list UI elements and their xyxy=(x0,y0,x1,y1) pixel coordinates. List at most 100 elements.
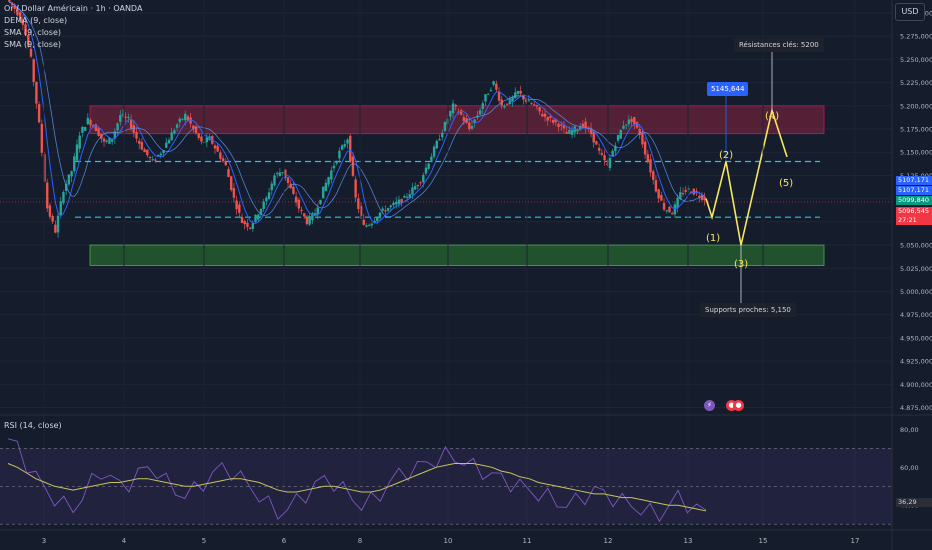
symbol-title: Or / Dollar Américain · 1h · OANDA xyxy=(4,4,143,13)
candle-body xyxy=(173,130,176,134)
candle-body xyxy=(470,126,474,129)
candle-body xyxy=(251,223,255,229)
candle-body xyxy=(403,195,406,198)
candle-body xyxy=(184,113,187,121)
candle-body xyxy=(562,125,566,129)
candle-body xyxy=(70,171,73,177)
flag-event-icon[interactable]: ● xyxy=(726,400,737,411)
resistance-zone[interactable] xyxy=(89,105,825,135)
candle-body xyxy=(614,145,617,152)
candle-body xyxy=(37,104,41,123)
candle-body xyxy=(570,130,574,135)
y-tick-label: 5.200,000 xyxy=(900,102,932,110)
candle-body xyxy=(698,196,701,198)
candle-body xyxy=(300,209,303,211)
price-tag-last: 5096,545 xyxy=(896,207,932,216)
candle-body xyxy=(221,158,225,162)
indicator-legend-dema[interactable]: DEMA (9, close) xyxy=(4,16,68,25)
candle-body xyxy=(156,154,160,157)
candle-body xyxy=(224,161,227,166)
candle-body xyxy=(97,128,100,136)
resistance-annotation[interactable]: Résistances clés: 5200 xyxy=(734,38,824,52)
candle-body xyxy=(235,200,238,210)
candle-body xyxy=(451,103,455,114)
x-tick-label: 12 xyxy=(604,537,613,545)
candle-body xyxy=(589,127,593,135)
candle-body xyxy=(48,205,52,217)
candle-body xyxy=(110,139,114,142)
indicator-legend-sma-1[interactable]: SMA (9, close) xyxy=(4,28,62,37)
candle-body xyxy=(362,219,365,225)
candle-body xyxy=(435,140,439,149)
sma-line[interactable] xyxy=(9,1,705,224)
candle-body xyxy=(670,213,674,215)
candle-body xyxy=(219,152,222,159)
candle-body xyxy=(54,224,57,233)
candle-body xyxy=(278,172,282,177)
candle-body xyxy=(335,161,338,164)
candle-body xyxy=(468,122,471,129)
candle-body xyxy=(660,195,663,201)
candle-body xyxy=(419,182,422,184)
candle-body xyxy=(700,194,704,200)
candle-body xyxy=(102,138,106,142)
candle-body xyxy=(405,196,409,198)
candle-body xyxy=(132,125,136,133)
wave-label-5: (5) xyxy=(779,178,794,189)
x-tick-label: 13 xyxy=(684,537,693,545)
rsi-ma-line[interactable] xyxy=(7,463,707,512)
candle-body xyxy=(408,194,411,198)
candle-body xyxy=(354,179,357,198)
rsi-line[interactable] xyxy=(7,438,707,523)
candle-body xyxy=(646,154,650,163)
candle-body xyxy=(554,119,558,123)
candle-body xyxy=(24,24,27,35)
candle-body xyxy=(89,119,92,126)
candle-body xyxy=(449,110,452,117)
support-zone[interactable] xyxy=(89,244,825,266)
support-annotation[interactable]: Supports proches: 5,150 xyxy=(700,303,796,317)
price-tag-sma: 5107,171 xyxy=(896,186,932,195)
candle-body xyxy=(681,193,685,195)
candle-body xyxy=(359,206,363,216)
price-marker-label[interactable]: 5145,644 xyxy=(707,82,749,96)
candle-body xyxy=(321,186,325,199)
candle-body xyxy=(27,35,30,47)
candle-body xyxy=(505,103,509,105)
candle-body xyxy=(340,145,344,150)
y-tick-label: 5.275,000 xyxy=(900,33,932,41)
candle-body xyxy=(332,165,336,169)
lightning-icon[interactable]: ⚡ xyxy=(704,400,715,411)
elliott-wave-forecast[interactable] xyxy=(705,107,788,246)
candle-body xyxy=(578,126,582,131)
indicator-legend-sma-2[interactable]: SMA (9, close) xyxy=(4,40,62,49)
candle-body xyxy=(124,116,127,118)
candle-body xyxy=(422,174,425,183)
candle-body xyxy=(200,136,203,142)
y-tick-label: 5.225,000 xyxy=(900,79,932,87)
currency-button[interactable]: USD xyxy=(895,3,925,21)
candle-body xyxy=(395,201,398,205)
candle-body xyxy=(597,147,601,151)
candle-body xyxy=(441,132,444,138)
rsi-legend[interactable]: RSI (14, close) xyxy=(4,421,62,430)
candle-body xyxy=(533,104,536,106)
candles xyxy=(8,0,706,238)
candle-body xyxy=(351,156,355,176)
flag-event-icon-2[interactable]: ● xyxy=(733,400,744,411)
candle-body xyxy=(194,126,198,134)
candle-body xyxy=(151,159,154,161)
candle-body xyxy=(313,213,317,215)
candle-body xyxy=(367,224,371,226)
candle-body xyxy=(105,140,108,142)
candle-body xyxy=(140,142,144,150)
candle-body xyxy=(51,216,54,222)
candle-body xyxy=(489,89,493,91)
candle-body xyxy=(370,223,374,226)
candle-body xyxy=(497,91,501,101)
candle-body xyxy=(21,19,25,25)
dema-line[interactable] xyxy=(9,1,705,218)
candle-body xyxy=(484,94,487,102)
